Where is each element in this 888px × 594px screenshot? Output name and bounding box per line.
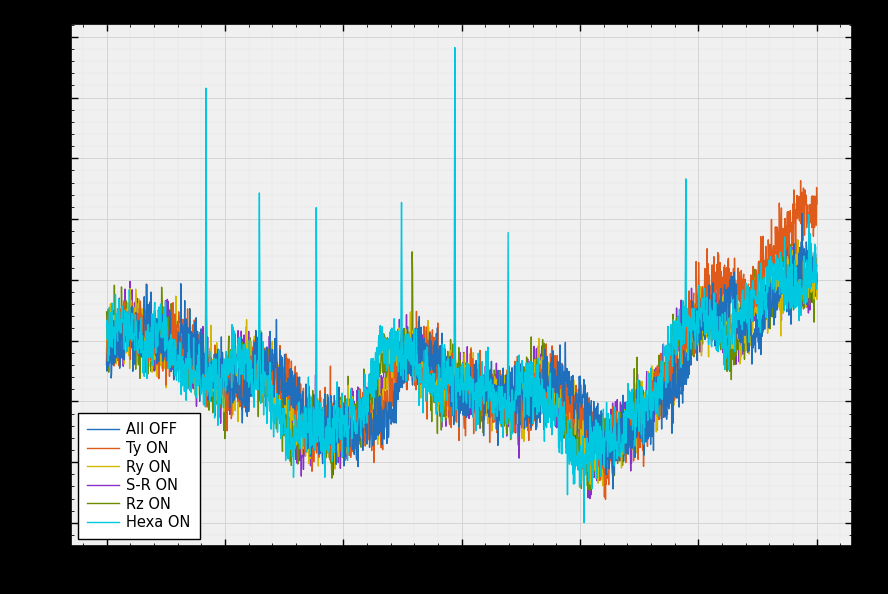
Ty ON: [428, 350, 439, 357]
Ty ON: [812, 200, 822, 207]
All OFF: [791, 270, 802, 277]
Ty ON: [791, 203, 802, 210]
S-R ON: [428, 363, 439, 370]
All OFF: [661, 391, 671, 399]
Rz ON: [101, 308, 112, 315]
All OFF: [791, 280, 802, 287]
Ry ON: [598, 482, 608, 489]
S-R ON: [138, 318, 148, 325]
Rz ON: [781, 225, 792, 232]
Hexa ON: [791, 283, 802, 290]
All OFF: [138, 330, 148, 337]
Ry ON: [791, 261, 802, 268]
Rz ON: [428, 363, 439, 370]
Ry ON: [447, 391, 457, 398]
S-R ON: [812, 280, 822, 287]
Hexa ON: [449, 44, 460, 51]
Rz ON: [792, 269, 803, 276]
Hexa ON: [792, 281, 803, 288]
All OFF: [797, 210, 807, 217]
Rz ON: [138, 347, 148, 354]
Legend: All OFF, Ty ON, Ry ON, S-R ON, Rz ON, Hexa ON: All OFF, Ty ON, Ry ON, S-R ON, Rz ON, He…: [78, 413, 200, 539]
Ry ON: [792, 280, 803, 287]
Ry ON: [428, 338, 439, 345]
Hexa ON: [138, 369, 148, 376]
All OFF: [447, 369, 457, 377]
S-R ON: [447, 389, 457, 396]
Hexa ON: [428, 370, 439, 377]
Hexa ON: [447, 398, 457, 405]
Ty ON: [661, 380, 671, 387]
Rz ON: [447, 361, 457, 368]
Hexa ON: [662, 342, 672, 349]
Ty ON: [791, 200, 802, 207]
Hexa ON: [101, 323, 112, 330]
All OFF: [428, 356, 439, 363]
Ry ON: [101, 350, 112, 358]
All OFF: [101, 360, 112, 367]
All OFF: [607, 485, 618, 492]
Line: Ry ON: Ry ON: [107, 187, 817, 486]
Hexa ON: [579, 519, 590, 526]
S-R ON: [584, 495, 595, 502]
Ty ON: [447, 349, 457, 356]
Ry ON: [138, 331, 148, 339]
Hexa ON: [812, 262, 822, 269]
Line: All OFF: All OFF: [107, 213, 817, 489]
Ry ON: [812, 289, 822, 296]
Ry ON: [662, 372, 672, 380]
Ry ON: [201, 184, 211, 191]
Rz ON: [791, 275, 802, 282]
Rz ON: [812, 286, 822, 293]
Ty ON: [600, 496, 611, 503]
Rz ON: [584, 487, 595, 494]
Line: S-R ON: S-R ON: [107, 232, 817, 498]
Ty ON: [101, 358, 112, 365]
S-R ON: [792, 267, 803, 274]
All OFF: [812, 278, 822, 285]
Ty ON: [796, 177, 806, 184]
Rz ON: [661, 366, 671, 374]
Line: Hexa ON: Hexa ON: [107, 48, 817, 523]
Line: Ty ON: Ty ON: [107, 181, 817, 500]
S-R ON: [661, 372, 671, 379]
Ty ON: [138, 332, 148, 339]
S-R ON: [791, 271, 802, 279]
S-R ON: [101, 361, 112, 368]
S-R ON: [781, 229, 791, 236]
Line: Rz ON: Rz ON: [107, 229, 817, 491]
